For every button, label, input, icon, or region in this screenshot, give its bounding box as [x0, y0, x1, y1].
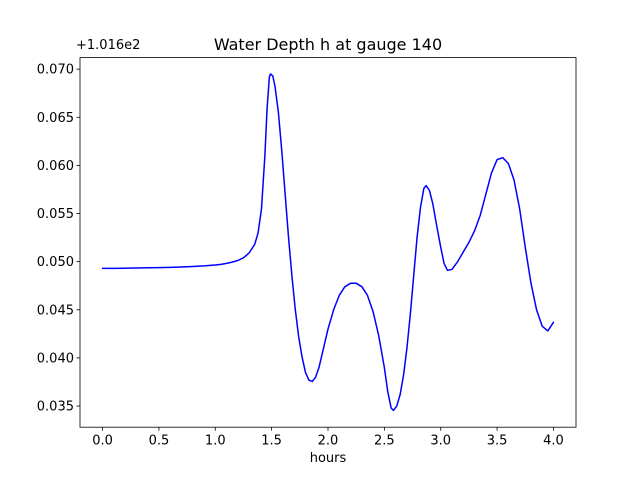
y-tick-label: 0.045: [37, 303, 74, 318]
chart-title: Water Depth h at gauge 140: [214, 35, 442, 54]
x-tick-label: 2.0: [318, 434, 339, 449]
x-tick-label: 3.0: [430, 434, 451, 449]
y-tick-label: 0.060: [37, 159, 74, 174]
x-tick-label: 0.0: [92, 434, 113, 449]
y-tick-label: 0.040: [37, 351, 74, 366]
x-axis-label: hours: [310, 451, 347, 466]
y-tick-label: 0.055: [37, 207, 74, 222]
x-tick-label: 0.5: [149, 434, 170, 449]
x-tick-label: 2.5: [374, 434, 395, 449]
x-tick-label: 3.5: [487, 434, 508, 449]
y-offset-text: +1.016e2: [76, 38, 140, 53]
x-tick-label: 1.0: [205, 434, 226, 449]
y-tick-label: 0.065: [37, 111, 74, 126]
data-line: [101, 73, 555, 412]
y-tick-label: 0.050: [37, 255, 74, 270]
y-tick-label: 0.070: [37, 63, 74, 78]
x-tick-label: 1.5: [261, 434, 282, 449]
x-tick-label: 4.0: [543, 434, 564, 449]
plot-border: [79, 57, 577, 428]
y-tick-label: 0.035: [37, 400, 74, 415]
